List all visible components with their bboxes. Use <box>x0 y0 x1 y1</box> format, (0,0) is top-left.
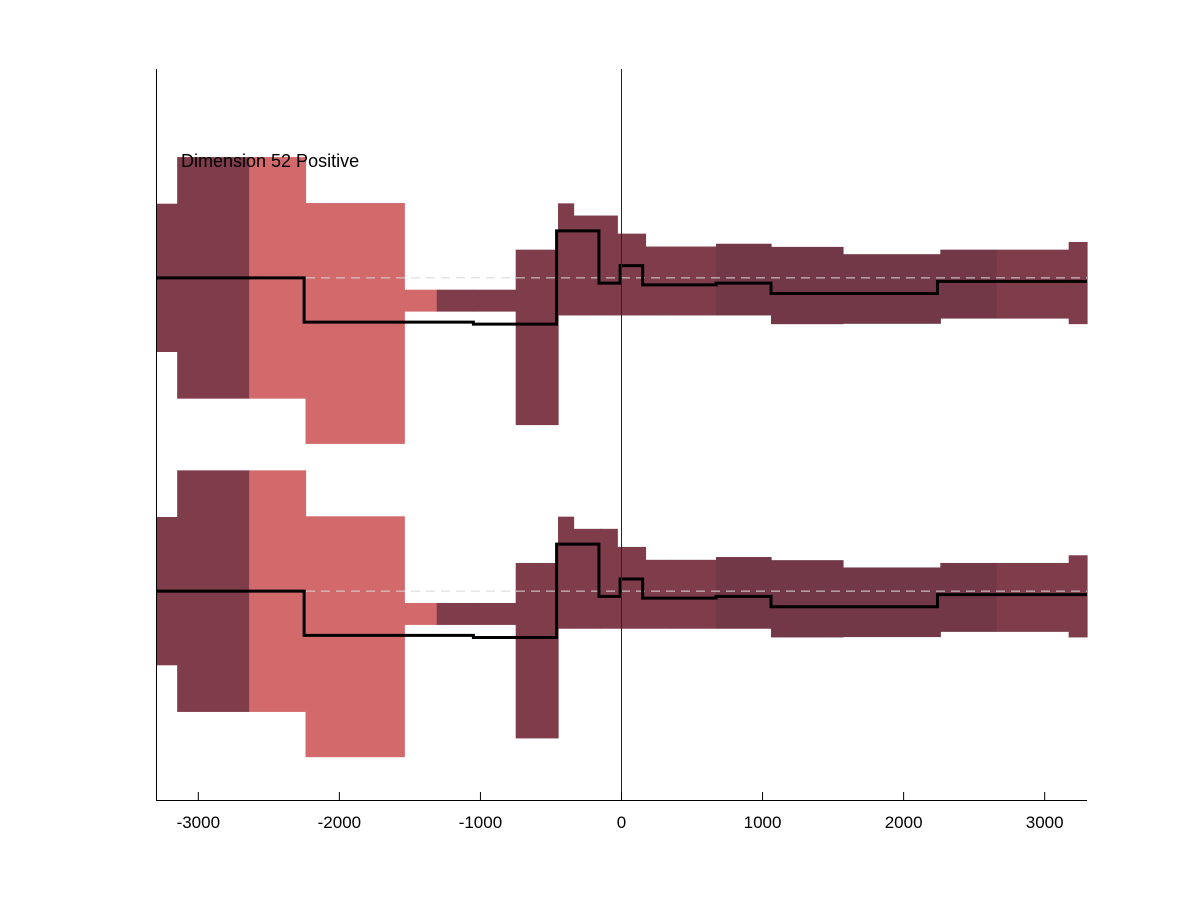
band-segment <box>436 602 474 625</box>
x-tick-label: 0 <box>617 813 626 832</box>
band-segment <box>515 249 559 426</box>
band-segment <box>436 289 474 312</box>
band-segment <box>940 249 998 319</box>
band-segment <box>473 602 517 625</box>
mean-line-layer <box>156 229 1087 639</box>
band-segment <box>645 246 672 316</box>
band-segment <box>1068 555 1088 638</box>
band-segment <box>771 560 844 638</box>
band-segment <box>600 215 618 316</box>
axes <box>156 69 1087 801</box>
band-segment <box>515 562 559 739</box>
band-segment <box>1068 242 1088 325</box>
band-segment <box>670 559 717 629</box>
band-segment <box>645 559 672 629</box>
mean-line <box>156 229 1087 326</box>
band-segment <box>716 557 772 629</box>
x-tick-label: 1000 <box>744 813 782 832</box>
band-segment <box>670 246 717 316</box>
band-segment <box>771 246 844 325</box>
band-segment <box>996 249 1070 319</box>
band-segment <box>404 289 438 312</box>
x-tick-label: 2000 <box>885 813 923 832</box>
x-tick-label: -1000 <box>459 813 502 832</box>
chart-title: Dimension 52 Positive <box>181 151 359 171</box>
band-segment <box>940 562 998 632</box>
band-segment <box>600 528 618 629</box>
x-tick-layer: -3000 -2000 -1000 0 1000 2000 3000 <box>177 792 1064 832</box>
x-tick-label: -3000 <box>177 813 220 832</box>
band-segment <box>473 289 517 312</box>
band-segment <box>842 567 941 638</box>
band-segment <box>842 254 941 324</box>
band-segment <box>404 602 438 625</box>
x-tick-label: 3000 <box>1026 813 1064 832</box>
mean-line <box>156 542 1087 639</box>
band-segment <box>558 516 575 629</box>
band-segment <box>996 562 1070 632</box>
band-segment <box>716 243 772 316</box>
x-tick-label: -2000 <box>318 813 361 832</box>
band-segment <box>558 203 575 316</box>
